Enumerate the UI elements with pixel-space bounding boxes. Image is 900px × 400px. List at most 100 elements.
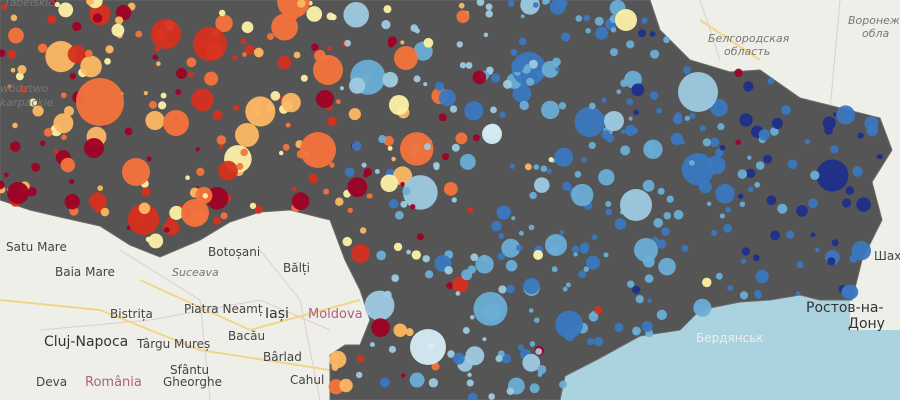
circle-marker [378, 135, 387, 144]
circle-marker [632, 285, 641, 295]
place-label: обла [862, 27, 890, 40]
circle-marker [796, 205, 808, 217]
circle-marker [876, 154, 881, 159]
circle-marker [127, 203, 160, 235]
circle-marker [300, 74, 308, 82]
circle-marker [565, 282, 571, 288]
circle-marker [647, 298, 652, 303]
circle-marker [737, 193, 744, 200]
circle-marker [19, 85, 27, 93]
circle-marker [851, 240, 872, 261]
circle-marker [702, 138, 711, 147]
circle-marker [433, 164, 440, 171]
circle-marker [673, 209, 684, 220]
circle-marker [631, 127, 639, 135]
circle-marker [626, 40, 635, 49]
circle-marker [683, 66, 691, 74]
circle-marker [620, 145, 631, 156]
circle-marker [455, 132, 468, 145]
circle-marker [727, 284, 734, 291]
circle-marker [518, 37, 527, 46]
place-label: Воронежская [848, 14, 900, 27]
circle-marker [403, 175, 438, 210]
circle-marker [856, 197, 871, 212]
circle-marker [499, 111, 506, 119]
circle-marker [138, 202, 151, 215]
circle-marker [343, 1, 370, 28]
circle-marker [160, 92, 167, 99]
circle-marker [670, 132, 684, 146]
circle-marker [331, 363, 339, 371]
circle-marker [771, 117, 783, 130]
circle-marker [739, 201, 746, 207]
circle-marker [614, 218, 627, 230]
circle-marker [830, 145, 839, 154]
circle-marker [831, 239, 839, 247]
circle-marker [546, 168, 552, 174]
circle-marker [796, 260, 804, 269]
circle-marker [745, 168, 756, 179]
circle-marker [555, 67, 560, 72]
circle-marker [12, 122, 18, 129]
circle-marker [271, 13, 298, 41]
circle-marker [666, 195, 674, 203]
circle-marker [311, 43, 319, 52]
circle-marker [490, 106, 497, 114]
circle-marker [594, 16, 604, 26]
circle-marker [533, 250, 544, 260]
circle-marker [482, 124, 502, 144]
circle-marker [610, 27, 617, 33]
circle-marker [411, 250, 421, 260]
circle-marker [145, 236, 152, 243]
circle-marker [620, 189, 652, 221]
circle-marker [100, 207, 110, 217]
circle-marker [253, 47, 264, 58]
circle-marker [681, 244, 689, 252]
circle-marker [520, 14, 525, 19]
place-label: Gheorghe [163, 375, 222, 389]
circle-marker [10, 67, 16, 73]
circle-marker [236, 162, 244, 170]
circle-marker [737, 169, 748, 179]
circle-marker [845, 114, 852, 121]
circle-marker [467, 372, 472, 378]
circle-marker [145, 110, 165, 131]
circle-marker [425, 270, 434, 279]
place-label: karpackie [0, 96, 54, 109]
circle-marker [348, 108, 361, 121]
circle-marker [282, 143, 290, 151]
circle-marker [656, 309, 668, 320]
place-label: Târgu Mureș [136, 337, 210, 351]
circle-marker [459, 62, 467, 69]
circle-marker [342, 236, 352, 247]
circle-marker [815, 247, 820, 253]
circle-marker [31, 162, 41, 172]
place-label: Deva [36, 375, 67, 389]
place-label: Piatra Neamț [184, 302, 263, 316]
circle-marker [485, 10, 493, 18]
circle-marker [405, 328, 414, 337]
circle-marker [511, 216, 516, 221]
circle-marker [388, 345, 397, 353]
circle-marker [60, 157, 76, 173]
circle-marker [641, 320, 653, 333]
place-label: Bacău [228, 329, 265, 343]
circle-marker [232, 55, 238, 61]
circle-marker [391, 156, 396, 162]
circle-marker [656, 239, 667, 249]
circle-marker [585, 28, 591, 34]
circle-marker [49, 0, 57, 5]
place-label: Белгородская [708, 32, 790, 45]
circle-marker [27, 186, 37, 197]
circle-marker [562, 181, 572, 191]
circle-marker [633, 109, 640, 116]
circle-marker [845, 186, 855, 195]
circle-marker [349, 77, 366, 94]
circle-marker [104, 58, 111, 65]
circle-marker [391, 274, 400, 282]
circle-marker [559, 380, 568, 389]
circle-marker [267, 33, 274, 41]
circle-marker [491, 220, 502, 232]
circle-marker [456, 10, 470, 24]
circle-marker [216, 135, 227, 145]
